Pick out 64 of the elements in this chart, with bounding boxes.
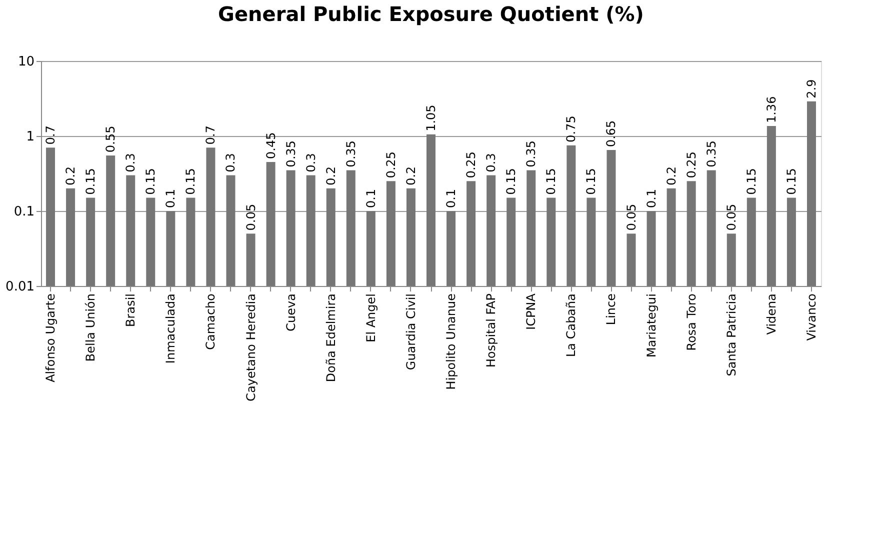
y-tick-label: 1 [26, 130, 34, 144]
data-label: 0.15 [544, 168, 558, 195]
data-label: 0.35 [344, 140, 358, 168]
x-tick-label: Inmaculada [164, 294, 178, 364]
x-tick-label: Mariategui [644, 294, 658, 358]
x-tick-label: Hipolito Unanue [444, 294, 458, 390]
y-tick-label: 0.1 [14, 204, 34, 220]
data-label: 0.25 [384, 151, 398, 178]
data-label: 0.1 [164, 188, 178, 208]
x-tick-label: Alfonso Ugarte [44, 294, 58, 382]
data-label: 0.15 [84, 168, 98, 195]
data-label: 0.45 [264, 132, 278, 160]
x-tick-label: Lince [604, 294, 618, 326]
x-tick-label: Camacho [204, 294, 218, 350]
data-label: 0.15 [504, 168, 518, 195]
data-label: 0.35 [284, 140, 298, 168]
x-tick-label: La Cabaña [564, 294, 578, 358]
x-tick-label: Cueva [284, 294, 298, 332]
y-tick-label: 10 [18, 54, 34, 70]
data-label: 0.2 [664, 166, 678, 186]
x-tick-label: Santa Patricia [724, 294, 738, 376]
data-label: 0.65 [604, 120, 618, 148]
data-label: 0.55 [104, 126, 118, 152]
data-label: 0.25 [464, 151, 478, 178]
data-label: 0.05 [244, 204, 258, 231]
x-tick-label: Videna [764, 294, 778, 335]
data-label: 0.2 [64, 166, 78, 186]
data-label: 1.05 [424, 104, 438, 132]
data-label: 0.35 [704, 140, 718, 168]
x-tick-label: Rosa Toro [684, 294, 698, 351]
data-label: 0.15 [584, 168, 598, 195]
data-label: 0.2 [324, 166, 338, 186]
x-tick-label: ICPNA [524, 292, 538, 330]
data-label: 0.15 [784, 168, 798, 195]
data-label: 0.35 [524, 140, 538, 168]
x-tick-label: Vivanco [804, 294, 818, 341]
data-label: 0.15 [744, 168, 758, 195]
data-label: 2.9 [804, 79, 818, 98]
x-tick-label: Guardia Civil [404, 294, 418, 370]
x-tick-label: Hospital FAP [484, 294, 498, 368]
data-label: 0.1 [364, 188, 378, 208]
chart-title: General Public Exposure Quotient (%) [218, 2, 644, 26]
x-tick-label: Bella Unión [84, 294, 98, 362]
data-label: 0.3 [484, 153, 498, 172]
data-label: 0.75 [564, 116, 578, 142]
data-label: 0.7 [44, 126, 58, 145]
x-tick-label: Cayetano Heredia [244, 294, 258, 402]
data-label: 0.25 [684, 151, 698, 178]
x-tick-label: El Angel [364, 294, 378, 342]
data-label: 0.3 [304, 153, 318, 172]
data-label: 0.1 [644, 188, 658, 208]
data-label: 0.7 [204, 126, 218, 145]
data-label: 1.36 [764, 96, 778, 123]
data-label: 0.05 [624, 204, 638, 231]
x-tick-label: Brasil [124, 294, 138, 327]
x-tick-label: Doña Edelmira [324, 294, 338, 382]
data-label: 0.3 [124, 153, 138, 172]
data-label: 0.3 [224, 153, 238, 172]
y-tick-label: 0.01 [6, 280, 34, 294]
data-label: 0.15 [184, 168, 198, 195]
data-label: 0.1 [444, 188, 458, 208]
data-label: 0.15 [144, 168, 158, 195]
data-label: 0.05 [724, 204, 738, 231]
data-label: 0.2 [404, 166, 418, 186]
